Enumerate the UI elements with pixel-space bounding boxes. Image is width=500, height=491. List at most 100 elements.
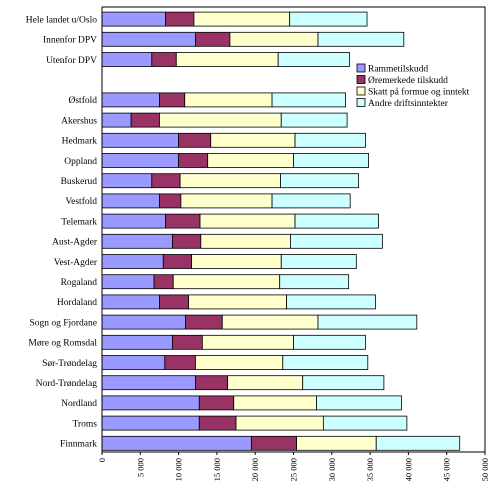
bar-segment-4 (290, 233, 383, 249)
bar-segment-2 (151, 52, 177, 67)
bar-segment-2 (178, 132, 212, 148)
bar-segment-3 (229, 31, 319, 47)
legend-label: Øremerkede tilskudd (368, 76, 448, 86)
bar-segment-3 (179, 173, 281, 189)
legend-swatch (356, 98, 366, 107)
bar-segment-4 (271, 193, 351, 209)
bar-segment-2 (198, 415, 237, 431)
bar-segment-3 (180, 193, 273, 209)
bar-segment-3 (175, 52, 279, 67)
bar-segment-3 (210, 132, 296, 148)
bar-segment-4 (280, 112, 348, 128)
bar-segment-2 (172, 334, 203, 350)
bar-segment-3 (207, 153, 294, 168)
bar-segment-4 (279, 274, 350, 290)
legend-label: Skatt på formue og inntekt (368, 87, 470, 98)
category-labels: Hele landet u/Oslo Innenfor DPV Utenfor DP… (26, 15, 98, 449)
bar-segment-3 (227, 375, 304, 391)
bar-segment-1 (101, 274, 155, 290)
bar-segment-2 (159, 294, 189, 310)
bar-segment-4 (317, 314, 418, 330)
bar-segment-3 (201, 334, 294, 350)
bar-segment-2 (195, 375, 229, 391)
bar-segment-4 (375, 435, 461, 451)
bar-segment-4 (294, 132, 366, 148)
bar-segment-3 (172, 274, 281, 290)
bar-segment-1 (101, 132, 179, 148)
bar-segment-3 (191, 254, 282, 269)
bar-segment-3 (188, 294, 288, 310)
bar-segment-2 (198, 395, 235, 411)
bar-segment-1 (101, 314, 186, 330)
bar-segment-1 (101, 294, 160, 310)
bar-segment-3 (193, 11, 291, 27)
category-label: Nord-Trøndelag (36, 379, 98, 389)
category-label: Hordaland (57, 298, 97, 308)
x-tick-label: 50 000 (480, 458, 490, 481)
bar-segment-4 (277, 52, 350, 67)
category-label: Akershus (61, 116, 97, 126)
bar-segment-4 (289, 11, 368, 27)
x-tick-label: 20 000 (250, 458, 260, 481)
legend-swatch (356, 86, 366, 96)
bar-segment-3 (199, 213, 296, 229)
bar-segment-1 (101, 435, 252, 451)
bar-segment-1 (101, 52, 153, 67)
bar-segment-2 (165, 11, 195, 27)
bar-segment-1 (101, 11, 166, 27)
bar-segment-2 (250, 435, 297, 451)
bar-segment-4 (293, 334, 366, 350)
category-label: Nordland (61, 399, 97, 409)
bar-segment-4 (317, 31, 405, 47)
category-label: Hele landet u/Oslo (26, 15, 97, 25)
x-tick-label: 35 000 (365, 458, 375, 481)
category-label: Østfold (69, 95, 98, 106)
bar-segment-1 (101, 375, 196, 391)
category-label: Møre og Romsdal (28, 339, 97, 349)
bar-segment-1 (101, 153, 179, 168)
bar-segment-4 (302, 375, 385, 391)
bar-segment-4 (294, 213, 379, 229)
category-label: Telemark (61, 217, 97, 227)
x-tick-label: 5 000 (135, 458, 145, 477)
category-label: Innenfor DPV (43, 35, 97, 46)
bar-segment-1 (101, 173, 153, 189)
bar-segment-4 (293, 153, 369, 168)
bar-segment-1 (101, 112, 132, 128)
bar-segment-1 (101, 31, 196, 47)
bar-segment-2 (162, 254, 193, 269)
bar-segment-2 (195, 31, 231, 47)
bar-segment-1 (101, 415, 200, 431)
bar-segment-4 (280, 254, 357, 269)
bar-segment-1 (101, 193, 160, 209)
legend-swatch (356, 75, 366, 84)
bar-segment-1 (101, 233, 173, 249)
bar-segment-1 (101, 334, 173, 350)
bar-segment-1 (101, 254, 164, 269)
category-label: Sør-Trøndelag (42, 359, 97, 369)
category-label: Aust-Agder (52, 238, 98, 248)
bar-segment-3 (159, 112, 282, 128)
bar-segment-4 (271, 92, 346, 108)
bar-segment-3 (200, 233, 291, 249)
bar-segment-2 (151, 173, 181, 189)
bar-segment-4 (322, 415, 408, 431)
bar-segment-1 (101, 355, 166, 370)
category-label: Oppland (64, 157, 97, 167)
category-label: Hedmark (62, 137, 98, 147)
bar-segment-2 (185, 314, 223, 330)
bar-segment-1 (101, 213, 166, 229)
category-label: Finnmark (60, 440, 97, 450)
bar-segment-3 (233, 395, 317, 411)
bar-segment-4 (282, 355, 369, 370)
bar-segment-3 (195, 355, 284, 370)
x-tick-label: 10 000 (174, 458, 184, 481)
bar-segment-1 (101, 395, 200, 411)
category-label: Utenfor DPV (46, 55, 97, 66)
bar-segment-3 (184, 92, 273, 108)
bar-segment-2 (130, 112, 160, 128)
bar-segment-4 (286, 294, 376, 310)
legend-swatch (356, 63, 366, 73)
